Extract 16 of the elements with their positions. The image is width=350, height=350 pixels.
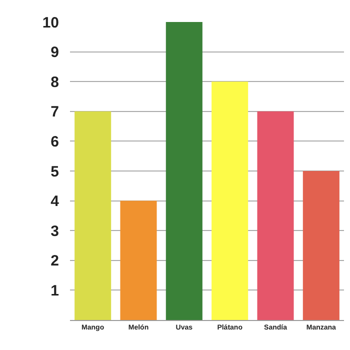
bar	[212, 82, 248, 320]
y-tick-label: 1	[50, 282, 59, 300]
y-tick-label: 2	[50, 252, 59, 270]
bar	[302, 171, 340, 320]
y-tick-label: 7	[50, 104, 59, 121]
bar	[74, 111, 112, 320]
bar	[120, 200, 157, 320]
bar	[257, 111, 294, 320]
y-tick-label: 3	[50, 222, 59, 240]
y-tick-label: 8	[50, 74, 59, 91]
y-tick-label: 5	[50, 163, 59, 180]
bar	[166, 22, 202, 320]
y-tick-label: 9	[50, 44, 59, 62]
y-tick-label: 6	[50, 133, 59, 150]
y-tick-label: 4	[50, 193, 60, 210]
y-tick-label: 10	[42, 14, 59, 32]
